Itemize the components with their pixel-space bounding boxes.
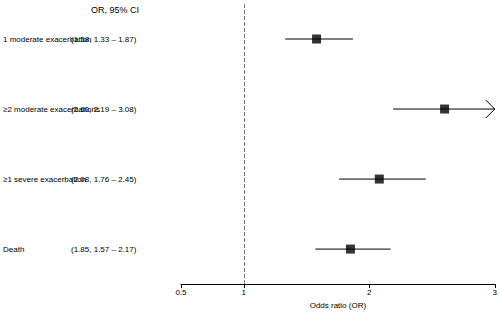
svg-text:2: 2 <box>367 288 372 297</box>
svg-text:(1.85, 1.57 – 2.17): (1.85, 1.57 – 2.17) <box>71 245 137 254</box>
svg-text:≥1 severe exacerbation: ≥1 severe exacerbation <box>3 174 87 184</box>
svg-text:Death: Death <box>3 245 24 254</box>
svg-text:(2.60, 2.19 – 3.08): (2.60, 2.19 – 3.08) <box>71 105 137 114</box>
svg-text:≥2 moderate exacerbations: ≥2 moderate exacerbations <box>3 104 100 114</box>
svg-text:0.5: 0.5 <box>175 288 187 297</box>
svg-text:1: 1 <box>242 288 247 297</box>
svg-text:OR, 95% CI: OR, 95% CI <box>91 5 139 15</box>
svg-text:(2.08, 1.76 – 2.45): (2.08, 1.76 – 2.45) <box>71 175 137 184</box>
svg-text:(1.58, 1.33 – 1.87): (1.58, 1.33 – 1.87) <box>71 35 137 44</box>
svg-text:3: 3 <box>493 288 498 297</box>
svg-text:Odds ratio (OR): Odds ratio (OR) <box>310 301 367 310</box>
svg-text:1 moderate exacerbation: 1 moderate exacerbation <box>3 34 92 44</box>
